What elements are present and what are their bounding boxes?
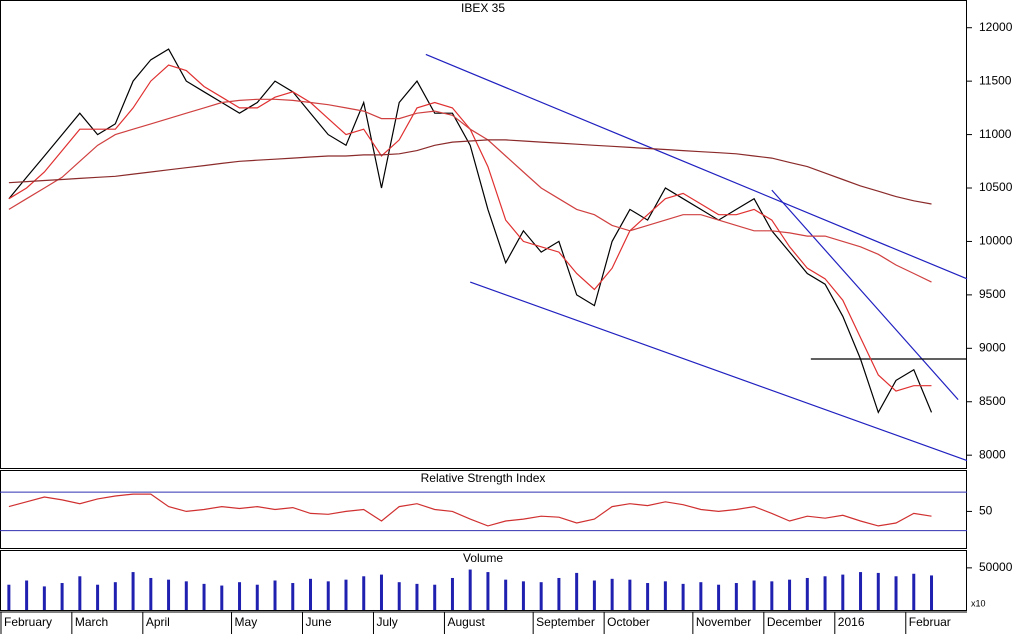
volume-bar bbox=[504, 579, 508, 610]
volume-bar bbox=[930, 575, 934, 610]
volume-bar bbox=[202, 583, 206, 610]
x-tick-label: March bbox=[75, 615, 108, 629]
volume-bar bbox=[894, 576, 898, 610]
volume-bar bbox=[699, 582, 703, 610]
volume-bar bbox=[610, 578, 614, 610]
y-tick-label: 50 bbox=[979, 504, 993, 518]
volume-bar bbox=[663, 581, 667, 610]
volume-bar bbox=[805, 577, 809, 610]
y-tick-label: 12000 bbox=[979, 20, 1013, 34]
y-tick-label: 9500 bbox=[979, 287, 1006, 301]
y-tick-label: 11500 bbox=[979, 73, 1012, 87]
volume-bar bbox=[592, 580, 596, 610]
volume-bar bbox=[646, 583, 650, 610]
volume-bar bbox=[468, 569, 472, 610]
y-tick-label: 50000 bbox=[979, 560, 1013, 574]
y-tick-label: 8000 bbox=[979, 447, 1006, 461]
x-tick-label: April bbox=[146, 615, 170, 629]
y-tick-label: 11000 bbox=[979, 127, 1012, 141]
trend-line bbox=[771, 189, 959, 401]
price-panel bbox=[0, 0, 967, 469]
volume-bar bbox=[255, 584, 259, 610]
volume-bar bbox=[78, 576, 82, 610]
volume-bar bbox=[912, 573, 916, 610]
volume-bar bbox=[415, 583, 419, 610]
volume-bar bbox=[326, 581, 330, 610]
x-tick-label: Februar bbox=[909, 615, 951, 629]
volume-bar bbox=[42, 586, 46, 610]
volume-bar bbox=[876, 572, 880, 610]
y-tick-label: 10500 bbox=[979, 180, 1013, 194]
volume-bar bbox=[362, 576, 366, 610]
volume-panel bbox=[0, 550, 967, 611]
x-tick-label: August bbox=[447, 615, 485, 629]
volume-bar bbox=[25, 580, 29, 610]
x-tick-label: 2016 bbox=[838, 615, 865, 629]
rsi-panel bbox=[0, 470, 967, 549]
volume-bar bbox=[681, 583, 685, 610]
x-tick-label: February bbox=[4, 615, 52, 629]
volume-bar bbox=[575, 572, 579, 610]
series-line bbox=[8, 98, 932, 283]
x-tick-label: September bbox=[536, 615, 595, 629]
series-line bbox=[8, 139, 932, 205]
volume-bar bbox=[113, 582, 117, 610]
series-line bbox=[8, 64, 932, 392]
trend-line bbox=[425, 53, 968, 280]
y-tick-label: 10000 bbox=[979, 234, 1013, 248]
volume-bar bbox=[291, 583, 295, 610]
volume-bar bbox=[149, 577, 153, 610]
volume-bar bbox=[131, 572, 135, 610]
volume-bar bbox=[859, 572, 863, 610]
volume-bar bbox=[752, 580, 756, 610]
volume-bar bbox=[184, 581, 188, 610]
x-tick-label: May bbox=[235, 615, 258, 629]
y-tick-label: 9000 bbox=[979, 340, 1006, 354]
x-tick-label: November bbox=[696, 615, 751, 629]
volume-bar bbox=[433, 584, 437, 610]
panel-title: Relative Strength Index bbox=[421, 471, 546, 485]
volume-bar bbox=[450, 577, 454, 610]
volume-bar bbox=[397, 582, 401, 610]
volume-bar bbox=[717, 584, 721, 610]
volume-bar bbox=[167, 579, 171, 610]
volume-bar bbox=[557, 577, 561, 610]
volume-bar bbox=[521, 581, 525, 610]
volume-bar bbox=[823, 576, 827, 610]
unit-label: x10 bbox=[971, 598, 986, 608]
x-tick-label: July bbox=[376, 615, 397, 629]
volume-bar bbox=[770, 581, 774, 610]
volume-bar bbox=[344, 579, 348, 610]
panel-title: Volume bbox=[463, 551, 503, 565]
volume-bar bbox=[841, 574, 845, 610]
volume-bar bbox=[788, 579, 792, 610]
series-line bbox=[8, 48, 933, 414]
volume-bar bbox=[220, 585, 224, 610]
volume-bar bbox=[96, 584, 100, 610]
series-line bbox=[8, 493, 932, 527]
volume-bar bbox=[379, 574, 383, 610]
volume-bar bbox=[7, 584, 11, 610]
volume-bar bbox=[60, 583, 64, 610]
x-tick-label: June bbox=[306, 615, 332, 629]
volume-bar bbox=[309, 578, 313, 610]
x-tick-label: December bbox=[767, 615, 822, 629]
volume-bar bbox=[628, 579, 632, 610]
volume-bar bbox=[539, 582, 543, 610]
trend-line bbox=[469, 281, 968, 462]
volume-bar bbox=[273, 580, 277, 610]
volume-bar bbox=[486, 572, 490, 610]
volume-bar bbox=[734, 583, 738, 610]
volume-bar bbox=[238, 582, 242, 610]
y-tick-label: 8500 bbox=[979, 394, 1006, 408]
panel-title: IBEX 35 bbox=[461, 1, 505, 15]
x-tick-label: October bbox=[607, 615, 650, 629]
